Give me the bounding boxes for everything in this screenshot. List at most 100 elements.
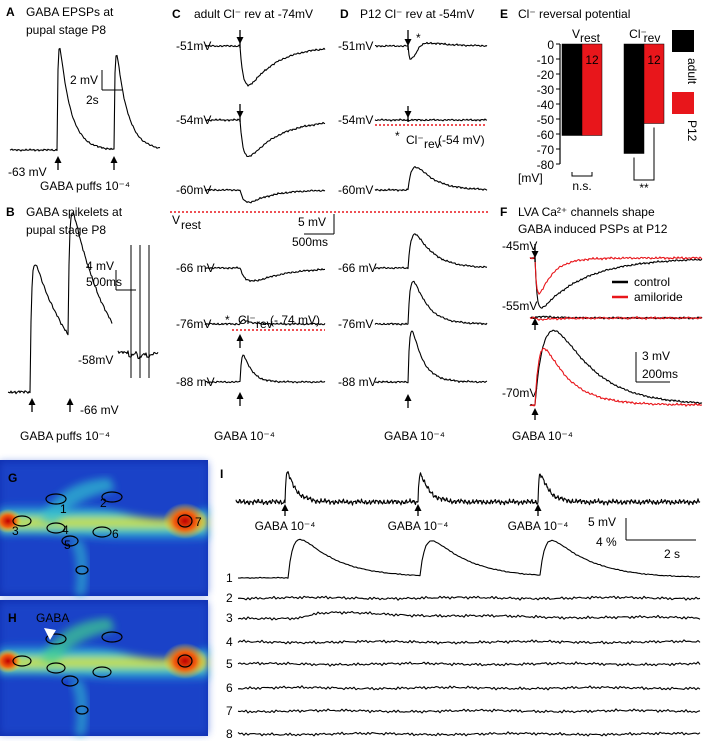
- arrow-head: [66, 398, 74, 405]
- trace: [117, 350, 159, 360]
- arrow-head: [236, 392, 244, 399]
- panel-title: LVA Ca²⁺ channels shape: [518, 205, 655, 219]
- scale-label: 500ms: [292, 235, 328, 249]
- panel-letter: I: [220, 467, 223, 481]
- stimulus-label: GABA: [36, 611, 69, 625]
- trace: [374, 233, 488, 270]
- arrow-head: [531, 251, 539, 258]
- stimulus-label: GABA 10⁻⁴: [214, 429, 275, 443]
- trace: [374, 166, 488, 192]
- scale-label: 5 mV: [298, 215, 326, 229]
- trace: [237, 595, 701, 601]
- arrow-head: [531, 408, 539, 415]
- panel-letter: F: [500, 205, 507, 219]
- reversal-label: (- 74 mV): [270, 313, 320, 327]
- bar: [643, 43, 665, 124]
- trace: [7, 212, 113, 395]
- bar: [581, 43, 603, 136]
- holding-potential: -66 mV: [338, 261, 377, 275]
- trace-label: 7: [226, 704, 233, 718]
- vrest-label: rest: [181, 218, 202, 232]
- legend-label: adult: [685, 58, 699, 85]
- y-tick-label: -80: [537, 158, 555, 172]
- reversal-label: Cl⁻: [238, 313, 256, 327]
- panel-letter: D: [340, 7, 349, 21]
- stimulus-label: GABA 10⁻⁴: [384, 429, 445, 443]
- panel-title: P12 Cl⁻ rev at -54mV: [360, 7, 474, 21]
- significance-label: n.s.: [572, 179, 591, 193]
- arrow-head: [534, 504, 542, 511]
- holding-potential: -58mV: [78, 353, 113, 367]
- reversal-label: rev: [424, 137, 441, 151]
- holding-potential: -60mV: [338, 183, 373, 197]
- panel-title: GABA induced PSPs at P12: [518, 222, 668, 236]
- arrow-head: [236, 37, 244, 44]
- panel-letter: H: [8, 611, 17, 625]
- bracket: [633, 127, 655, 181]
- chart-title: Cl⁻ reversal potential: [518, 7, 630, 21]
- stimulus-label: GABA 10⁻⁴: [512, 429, 573, 443]
- holding-potential: -63 mV: [8, 165, 47, 179]
- legend-swatch: [672, 30, 694, 52]
- trace: [204, 44, 326, 87]
- y-tick-label: -50: [537, 113, 555, 127]
- legend-label: control: [634, 275, 670, 289]
- panel-letter: A: [6, 5, 15, 19]
- x-tick-label: V: [572, 27, 580, 41]
- trace: [237, 661, 701, 667]
- stimulus-label: GABA 10⁻⁴: [508, 519, 569, 533]
- reversal-label: Cl⁻: [406, 133, 424, 147]
- bracket: [571, 172, 593, 177]
- scale-label: 2 s: [664, 547, 680, 561]
- roi: [46, 662, 66, 674]
- holding-potential: -88 mV: [338, 375, 377, 389]
- vrest-label: V: [172, 213, 180, 227]
- panel-letter: B: [6, 205, 15, 219]
- roi: [45, 493, 67, 505]
- scale-label: 500ms: [86, 275, 122, 289]
- arrow-head: [404, 111, 412, 118]
- trace: [237, 639, 701, 645]
- trace: [374, 280, 488, 326]
- n-label: 12: [585, 53, 599, 67]
- arrow-head: [236, 334, 244, 341]
- roi: [61, 675, 79, 687]
- trace: [529, 329, 703, 407]
- trace: [235, 470, 701, 506]
- roi: [61, 535, 79, 547]
- reversal-label: (-54 mV): [438, 133, 485, 147]
- scale-label: 2 mV: [70, 73, 98, 87]
- holding-potential: -70mV: [502, 386, 537, 400]
- holding-potential: -51mV: [176, 39, 211, 53]
- roi-label: 1: [60, 502, 67, 516]
- y-tick-label: -10: [537, 53, 555, 67]
- holding-potential: -88 mV: [176, 375, 215, 389]
- trace: [204, 266, 325, 283]
- significance-label: **: [639, 181, 649, 195]
- roi: [45, 633, 67, 645]
- y-tick-label: -30: [537, 83, 555, 97]
- panel-title: pupal stage P8: [26, 23, 106, 37]
- image-g: [0, 460, 208, 596]
- trace-label: 4: [226, 635, 233, 649]
- arrow-head: [236, 111, 244, 118]
- scale-label: 3 mV: [642, 349, 670, 363]
- asterisk: *: [416, 31, 421, 45]
- roi-label: 5: [64, 538, 71, 552]
- panel-title: adult Cl⁻ rev at -74mV: [194, 7, 313, 21]
- roi-label: 6: [112, 527, 119, 541]
- trace: [204, 318, 326, 326]
- n-label: 10: [565, 53, 579, 67]
- roi-label: 2: [100, 496, 107, 510]
- roi: [177, 514, 193, 528]
- holding-potential: -51mV: [338, 39, 373, 53]
- roi: [92, 526, 112, 538]
- scale-label: 2s: [86, 93, 99, 107]
- stimulus-label: GABA 10⁻⁴: [388, 519, 449, 533]
- scale-label: 4 %: [596, 535, 617, 549]
- arrow-head: [404, 394, 412, 401]
- panel-letter: G: [8, 471, 17, 485]
- holding-potential: -54mV: [338, 113, 373, 127]
- panel-title: pupal stage P8: [26, 223, 106, 237]
